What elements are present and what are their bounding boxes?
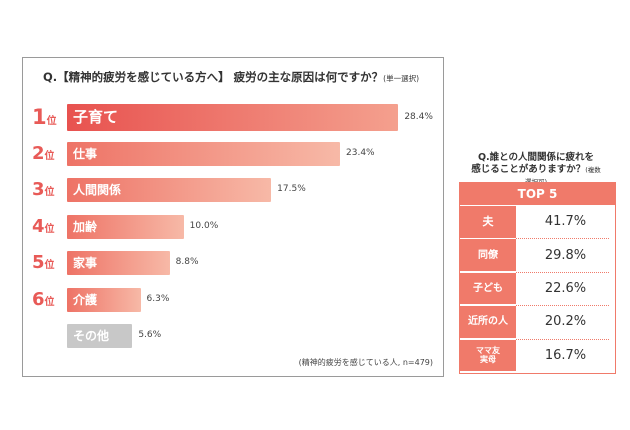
- rank-unit: 位: [44, 260, 55, 271]
- top5-table: TOP 5 夫 41.7% 同僚 29.8% 子ども 22.6% 近所の人 20.2% ママ友 …: [459, 182, 616, 374]
- top5-header: TOP 5: [460, 183, 615, 205]
- top5-row-label: 近所の人: [460, 306, 516, 338]
- rank-unit: 位: [44, 296, 55, 308]
- bar-category-label: 子育て: [73, 108, 119, 126]
- rank-label: 1位: [32, 107, 57, 128]
- top5-row-value: 16.7%: [544, 347, 587, 363]
- top5-row-label: ママ友 実母: [460, 339, 516, 372]
- bar: [67, 287, 141, 312]
- rank-label: 3位: [32, 181, 55, 199]
- bar: [67, 214, 184, 239]
- top5-row-separator: [516, 271, 609, 273]
- rank-number: 1: [32, 105, 47, 129]
- rank-unit: 位: [44, 223, 55, 235]
- rank-number: 5: [32, 252, 45, 273]
- rank-label: 6位: [32, 288, 55, 310]
- rank-number: 2: [32, 142, 45, 164]
- top5-row-label: 同僚: [460, 239, 516, 271]
- bar-value-label: 17.5%: [277, 184, 306, 194]
- rank-label: 4位: [32, 215, 55, 237]
- top5-question-line1: Q.誰との人間関係に疲れを: [477, 152, 595, 163]
- bar: [67, 104, 399, 131]
- bar-category-label: 加齢: [73, 219, 98, 234]
- question-title: Q.【精神的疲労を感じている方へ】 疲労の主な原因は何ですか？(単一選択): [43, 69, 419, 85]
- top5-row-separator: [516, 305, 609, 307]
- top5-key-separator: [460, 237, 516, 240]
- top5-row-value: 20.2%: [544, 314, 587, 330]
- bar: [67, 178, 272, 202]
- bar: [67, 324, 133, 348]
- top5-row-label: 子ども: [460, 272, 516, 305]
- rank-number: 4: [32, 215, 45, 237]
- rank-unit: 位: [44, 150, 55, 162]
- top5-row: 同僚 29.8%: [460, 239, 615, 271]
- question-text: Q.【精神的疲労を感じている方へ】 疲労の主な原因は何ですか？: [43, 70, 384, 84]
- cause-chart-panel: Q.【精神的疲労を感じている方へ】 疲労の主な原因は何ですか？(単一選択) 1位…: [22, 57, 444, 377]
- bar-value-label: 28.4%: [404, 111, 433, 122]
- bar-category-label: 人間関係: [73, 183, 122, 197]
- bar-value-label: 5.6%: [138, 330, 162, 340]
- top5-key-separator: [460, 338, 516, 341]
- top5-row-separator: [516, 338, 609, 340]
- rank-number: 3: [32, 179, 45, 200]
- top5-row: ママ友 実母 16.7%: [460, 339, 615, 372]
- top5-row: 子ども 22.6%: [460, 272, 615, 305]
- top5-row: 夫 41.7%: [460, 206, 615, 238]
- rank-number: 6: [32, 288, 45, 310]
- rank-label: 2位: [32, 142, 55, 164]
- bar-value-label: 10.0%: [189, 220, 219, 231]
- bar-category-label: その他: [73, 329, 110, 343]
- top5-row-value: 22.6%: [544, 281, 587, 297]
- top5-row: 近所の人 20.2%: [460, 306, 615, 338]
- rank-unit: 位: [46, 116, 57, 127]
- top5-row-value: 41.7%: [544, 214, 587, 230]
- top5-row-label: 夫: [460, 206, 516, 238]
- top5-key-separator: [460, 271, 516, 274]
- bar: [67, 141, 340, 166]
- sample-footnote: (精神的疲労を感じている人, n=479): [298, 358, 433, 367]
- bar-value-label: 6.3%: [146, 293, 170, 304]
- top5-row-value: 29.8%: [544, 247, 587, 263]
- bar-category-label: 家事: [73, 256, 98, 270]
- top5-key-separator: [460, 304, 516, 307]
- bar-value-label: 8.8%: [175, 257, 199, 267]
- rank-label: 5位: [32, 254, 55, 272]
- bar-category-label: 介護: [73, 292, 98, 307]
- bar-value-label: 23.4%: [346, 147, 375, 158]
- bar: [67, 251, 170, 275]
- top5-row-separator: [516, 238, 609, 240]
- top5-question-line2: 感じることがありますか？: [471, 164, 586, 175]
- question-subtitle: (単一選択): [383, 74, 420, 83]
- rank-unit: 位: [44, 187, 55, 198]
- bar-category-label: 仕事: [73, 146, 98, 161]
